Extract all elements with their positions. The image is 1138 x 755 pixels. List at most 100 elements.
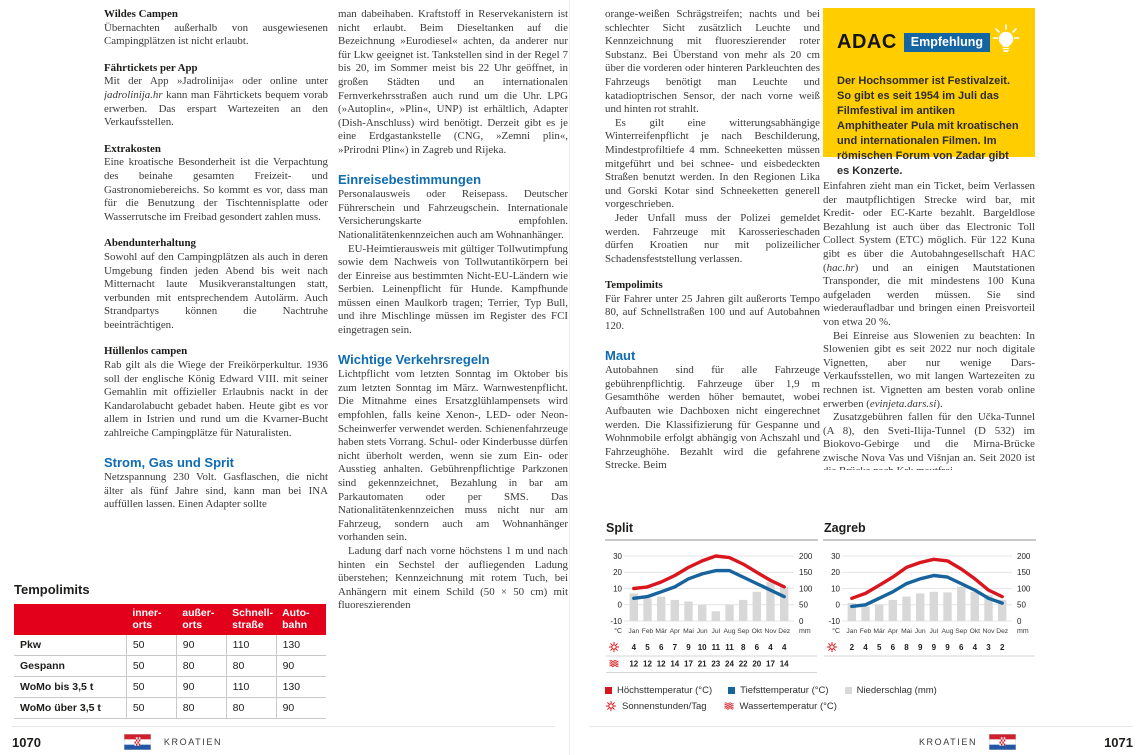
table-cell: 90 — [175, 676, 227, 698]
svg-text:14: 14 — [780, 660, 789, 669]
svg-text:Feb: Feb — [860, 628, 872, 635]
svg-text:0: 0 — [799, 617, 804, 626]
table-cell: 110 — [225, 676, 277, 698]
svg-text:Okt: Okt — [970, 628, 981, 635]
red-square-icon — [605, 687, 612, 694]
left-page-column-2: man dabeihaben. Kraftstoff in Reservekan… — [338, 8, 568, 720]
paragraph: Autobahnen sind für alle Fahrzeuge gebüh… — [605, 364, 820, 472]
adac-badge: Empfehlung — [903, 33, 990, 52]
paragraph: Lichtpflicht vom letzten Sonntag im Okto… — [338, 368, 568, 544]
svg-text:Mai: Mai — [683, 628, 694, 635]
svg-text:6: 6 — [755, 643, 760, 652]
chart-legend: Höchsttemperatur (°C) Tiefsttemperatur (… — [605, 685, 1045, 716]
adac-tip-box: ADAC Empfehlung Der Hochsommer ist Festi… — [823, 8, 1035, 177]
svg-text:2: 2 — [850, 643, 855, 652]
svg-text:7: 7 — [673, 643, 678, 652]
legend-label: Tiefsttemperatur (°C) — [740, 685, 829, 696]
table-header-cell: außer- orts — [176, 604, 227, 635]
svg-text:8: 8 — [741, 643, 746, 652]
svg-text:Mär: Mär — [873, 628, 885, 635]
region-label: KROATIEN — [163, 737, 223, 747]
svg-text:100: 100 — [1017, 584, 1031, 593]
bold-subheading: Wildes Campen — [104, 8, 178, 20]
bold-subheading: Extrakosten — [104, 142, 161, 155]
svg-text:12: 12 — [629, 660, 638, 669]
svg-text:0: 0 — [836, 601, 841, 610]
svg-text:4: 4 — [973, 643, 978, 652]
table-cell: 90 — [175, 635, 227, 656]
svg-text:Apr: Apr — [670, 628, 681, 635]
legend-label: Höchsttemperatur (°C) — [617, 685, 713, 696]
svg-text:Mär: Mär — [655, 628, 667, 635]
legend-item-max-temp: Höchsttemperatur (°C) — [605, 685, 712, 696]
region-label: KROATIEN — [918, 737, 978, 747]
paragraph: man dabeihaben. Kraftstoff in Reservekan… — [338, 8, 568, 156]
page-number: 1070 — [12, 734, 41, 750]
svg-text:Nov: Nov — [765, 628, 778, 635]
paragraph: Jeder Unfall muss der Polizei gemeldet w… — [605, 211, 820, 265]
svg-text:Aug: Aug — [942, 628, 954, 635]
svg-text:4: 4 — [768, 643, 773, 652]
table-header-cell: inner- orts — [126, 604, 177, 635]
svg-text:50: 50 — [799, 601, 808, 610]
paragraph: Bei Einreise aus Slowenien zu beachten: … — [823, 329, 1035, 410]
table-cell: Pkw — [14, 635, 127, 656]
blue-section-heading: Einreisebestimmungen — [338, 171, 482, 187]
svg-text:9: 9 — [932, 643, 937, 652]
table-row: Pkw 50 90 110 130 — [14, 635, 326, 656]
blue-section-heading: Wichtige Verkehrsregeln — [338, 351, 490, 367]
svg-text:4: 4 — [863, 643, 868, 652]
svg-text:mm: mm — [799, 628, 811, 635]
svg-text:20: 20 — [831, 568, 840, 577]
svg-text:0: 0 — [618, 601, 623, 610]
legend-label: Sonnenstunden/Tag — [622, 700, 707, 712]
svg-text:30: 30 — [831, 552, 840, 561]
right-page-footer: KROATIEN 1071 — [590, 726, 1133, 750]
table-cell: 50 — [125, 635, 177, 656]
bold-subheading: Hüllenlos campen — [104, 345, 188, 358]
svg-text:22: 22 — [739, 660, 748, 669]
adac-box-header: ADAC Empfehlung — [837, 23, 1021, 62]
table-row: Gespann 50 80 80 90 — [14, 655, 326, 677]
svg-text:6: 6 — [959, 643, 964, 652]
svg-text:°C: °C — [832, 627, 840, 635]
svg-text:Mai: Mai — [901, 628, 912, 635]
tempolimits-table-block: Tempolimits inner- orts außer- orts Schnel… — [14, 582, 326, 719]
svg-text:4: 4 — [782, 643, 787, 652]
svg-text:150: 150 — [799, 568, 813, 577]
bold-subheading: Abendunterhaltung — [104, 237, 196, 250]
right-page-column-2: Einfahren zieht man ein Ticket, beim Ver… — [823, 180, 1035, 470]
waves-icon — [723, 700, 735, 712]
table-cell: 110 — [225, 635, 277, 656]
blue-square-icon — [728, 687, 736, 694]
table-cell: WoMo über 3,5 t — [14, 697, 127, 719]
svg-text:Dez: Dez — [996, 628, 1009, 635]
table-cell: Gespann — [14, 655, 127, 677]
right-page-column-1: orange-weißen Schrägstreifen; nachts und… — [605, 8, 820, 513]
table-cell: 80 — [225, 655, 277, 677]
page-number: 1071 — [1104, 734, 1133, 750]
svg-text:8: 8 — [904, 643, 909, 652]
paragraph: Eine kroatische Besonderheit ist die Ver… — [104, 156, 328, 223]
paragraph: Rab gilt als die Wiege der Freikörperkul… — [104, 359, 328, 440]
svg-text:Aug: Aug — [724, 628, 736, 635]
climate-chart-split: Split 30 200 20 150 10 100 0 50 -10 0 °C mm Jan Feb Mär… — [605, 519, 818, 682]
svg-text:30: 30 — [613, 552, 622, 561]
table-cell: 80 — [175, 655, 227, 677]
adac-box-text: Der Hochsommer ist Festivalzeit. So gibt… — [837, 75, 1019, 177]
svg-text:12: 12 — [643, 660, 652, 669]
svg-text:17: 17 — [684, 660, 693, 669]
svg-text:Apr: Apr — [888, 628, 899, 635]
paragraph: Für Fahrer unter 25 Jahren gilt außerort… — [605, 292, 820, 333]
svg-text:Zagreb: Zagreb — [824, 521, 866, 535]
tempolimits-table: inner- orts außer- orts Schnell- straße Aut… — [14, 604, 326, 719]
paragraph: Sowohl auf den Campingplätzen als auch i… — [104, 250, 328, 331]
blue-section-heading: Maut — [605, 347, 636, 363]
blue-section-heading: Strom, Gas und Sprit — [104, 454, 235, 470]
table-row: WoMo bis 3,5 t 50 90 110 130 — [14, 676, 326, 698]
legend-row-2: Sonnenstunden/Tag Wassertemperatur (°C) — [605, 700, 1045, 712]
svg-text:12: 12 — [657, 660, 666, 669]
svg-text:5: 5 — [877, 643, 882, 652]
table-cell: 90 — [275, 697, 326, 719]
